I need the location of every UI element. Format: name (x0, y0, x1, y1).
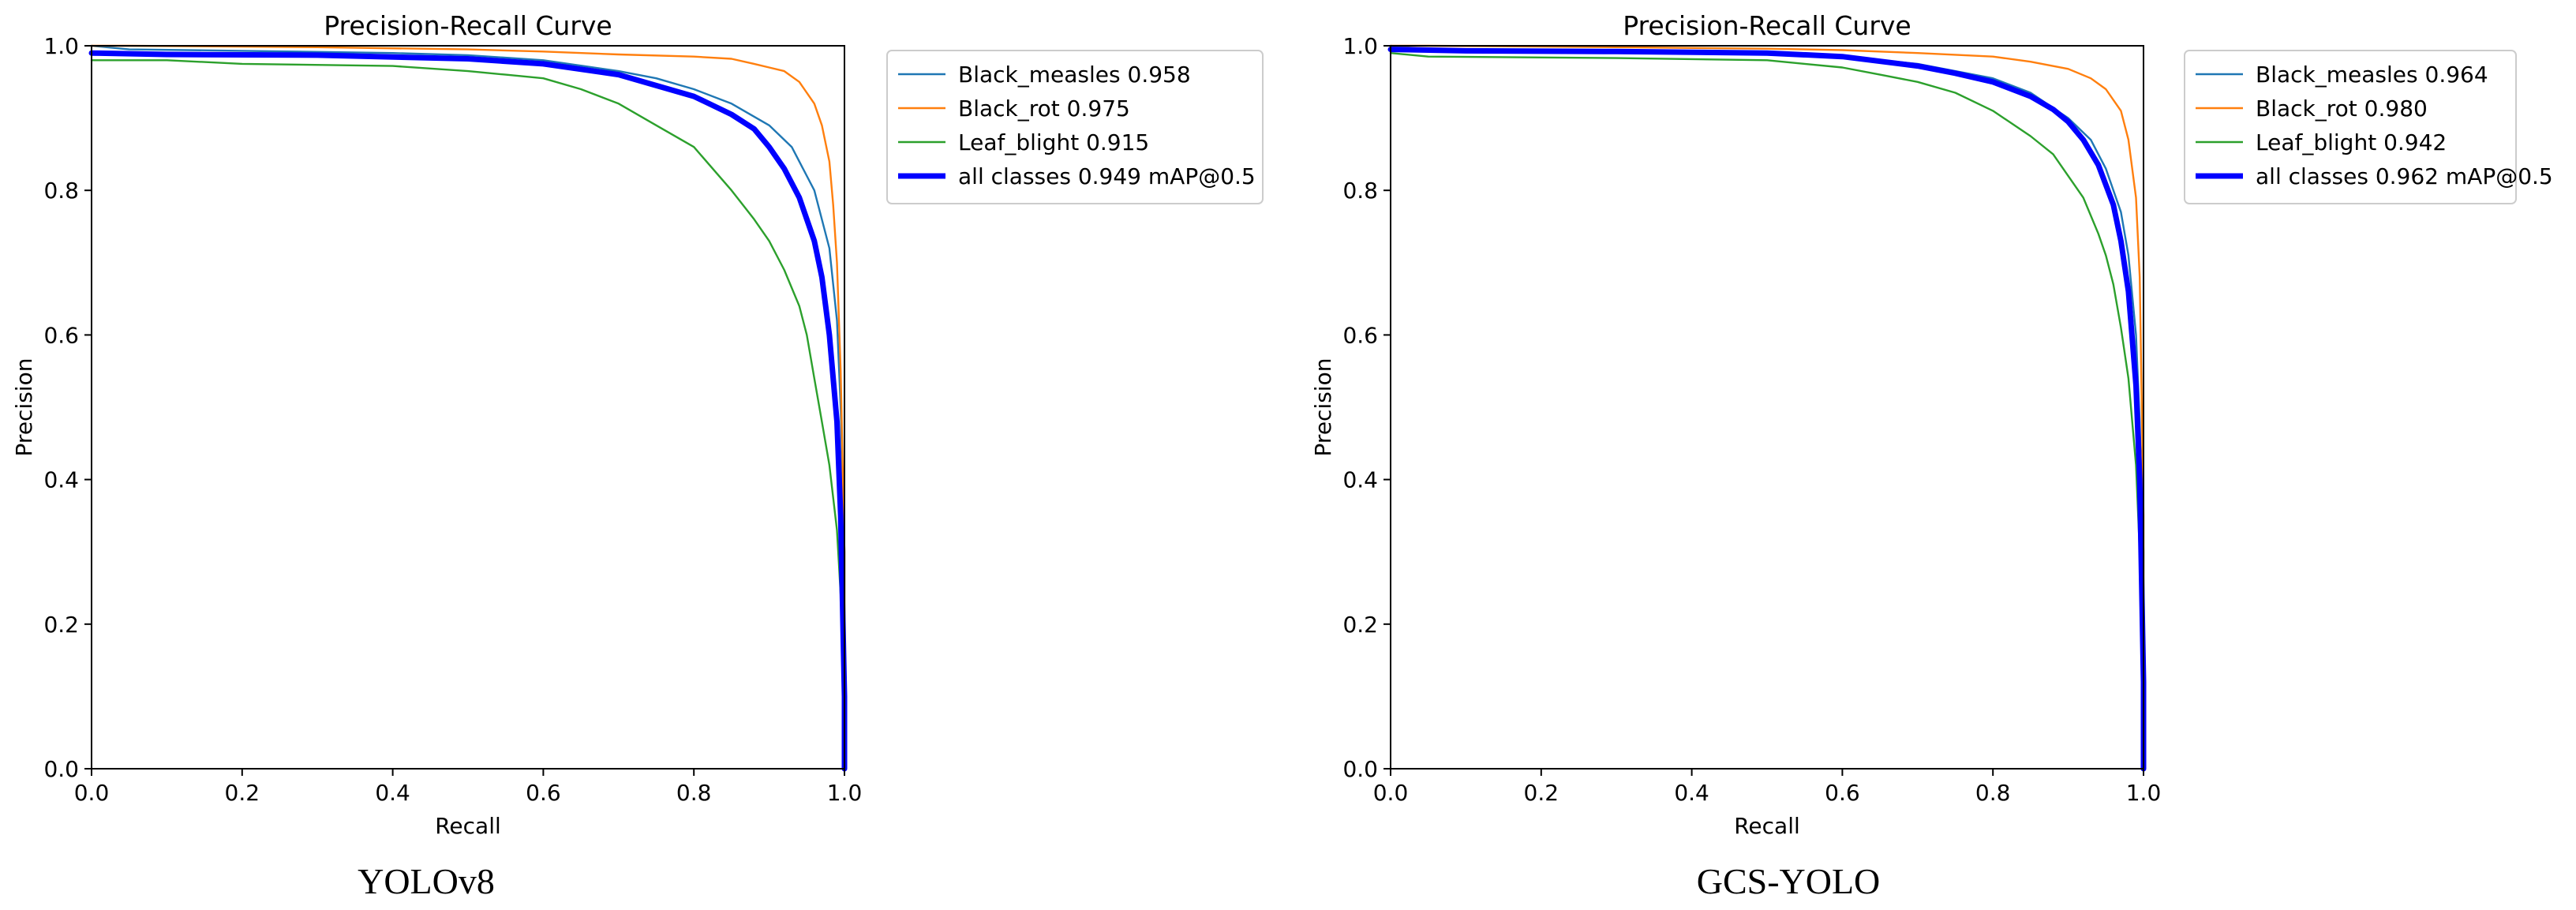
y-tick-label: 0.4 (1342, 467, 1378, 493)
x-tick-label: 0.2 (225, 780, 260, 806)
x-tick-label: 0.2 (1524, 780, 1559, 806)
x-tick-label: 0.0 (1373, 780, 1409, 806)
legend-label-4: all classes 0.962 mAP@0.5 (2256, 163, 2553, 189)
panel-caption: YOLOv8 (358, 861, 495, 901)
series-line-4 (88, 50, 848, 772)
x-axis-label: Recall (1734, 813, 1800, 839)
legend-box (886, 50, 1264, 204)
legend: Black_measles 0.964 Black_rot 0.980 Leaf_b… (2184, 50, 2553, 204)
chart-title: Precision-Recall Curve (1623, 10, 1911, 41)
plot-frame (91, 45, 845, 770)
x-tick-label: 0.8 (676, 780, 712, 806)
y-tick-label: 0.8 (43, 178, 79, 204)
legend-label-1: Black_measles 0.958 (958, 62, 1191, 88)
y-axis-label: Precision (1310, 358, 1336, 457)
y-tick-label: 0.4 (43, 467, 79, 493)
y-tick-label: 0.6 (43, 322, 79, 348)
y-tick-label: 0.2 (43, 612, 79, 638)
x-axis-label: Recall (435, 813, 501, 839)
legend-label-2: Black_rot 0.980 (2256, 95, 2428, 122)
y-tick-label: 0.6 (1342, 322, 1378, 348)
x-tick-label: 0.6 (1825, 780, 1860, 806)
x-tick-label: 1.0 (827, 780, 863, 806)
y-tick-label: 0.8 (1342, 178, 1378, 204)
series-line-3 (90, 59, 846, 770)
x-tick-label: 0.8 (1975, 780, 2011, 806)
chart-panel-2: 0.0 0.2 0.4 0.6 0.8 1.0 0.0 0.2 0.4 0.6 0.8 1.0 Prec… (1310, 10, 2553, 901)
series-line-1 (90, 44, 846, 770)
x-tick-label: 0.4 (1674, 780, 1709, 806)
y-tick-label: 1.0 (43, 33, 79, 59)
y-tick-label: 1.0 (1342, 33, 1378, 59)
panel-caption: GCS-YOLO (1697, 861, 1881, 901)
legend-box (2184, 50, 2517, 204)
legend-label-3: Leaf_blight 0.915 (958, 129, 1149, 155)
legend-label-1: Black_measles 0.964 (2256, 62, 2488, 88)
y-axis-label: Precision (11, 358, 37, 457)
series-line-3 (1389, 51, 2145, 770)
legend: Black_measles 0.958 Black_rot 0.975 Leaf_b… (886, 50, 1264, 204)
legend-label-2: Black_rot 0.975 (958, 95, 1130, 122)
series-line-2 (90, 44, 846, 770)
legend-label-4: all classes 0.949 mAP@0.5 (958, 163, 1256, 189)
series-line-2 (1389, 44, 2145, 770)
series-line-4 (1387, 47, 2147, 772)
plot-frame (1390, 45, 2144, 770)
y-tick-label: 0.0 (1342, 756, 1378, 782)
x-tick-label: 1.0 (2126, 780, 2162, 806)
y-tick-label: 0.2 (1342, 612, 1378, 638)
x-tick-label: 0.4 (375, 780, 410, 806)
x-tick-label: 0.6 (526, 780, 561, 806)
legend-label-3: Leaf_blight 0.942 (2256, 129, 2447, 155)
chart-title: Precision-Recall Curve (324, 10, 612, 41)
series-line-1 (1389, 44, 2145, 770)
x-tick-label: 0.0 (74, 780, 110, 806)
y-tick-label: 0.0 (43, 756, 79, 782)
chart-panel-1: 0.0 0.2 0.4 0.6 0.8 1.0 0.0 0.2 0.4 0.6 0.8 1.0 Prec… (11, 10, 1264, 901)
